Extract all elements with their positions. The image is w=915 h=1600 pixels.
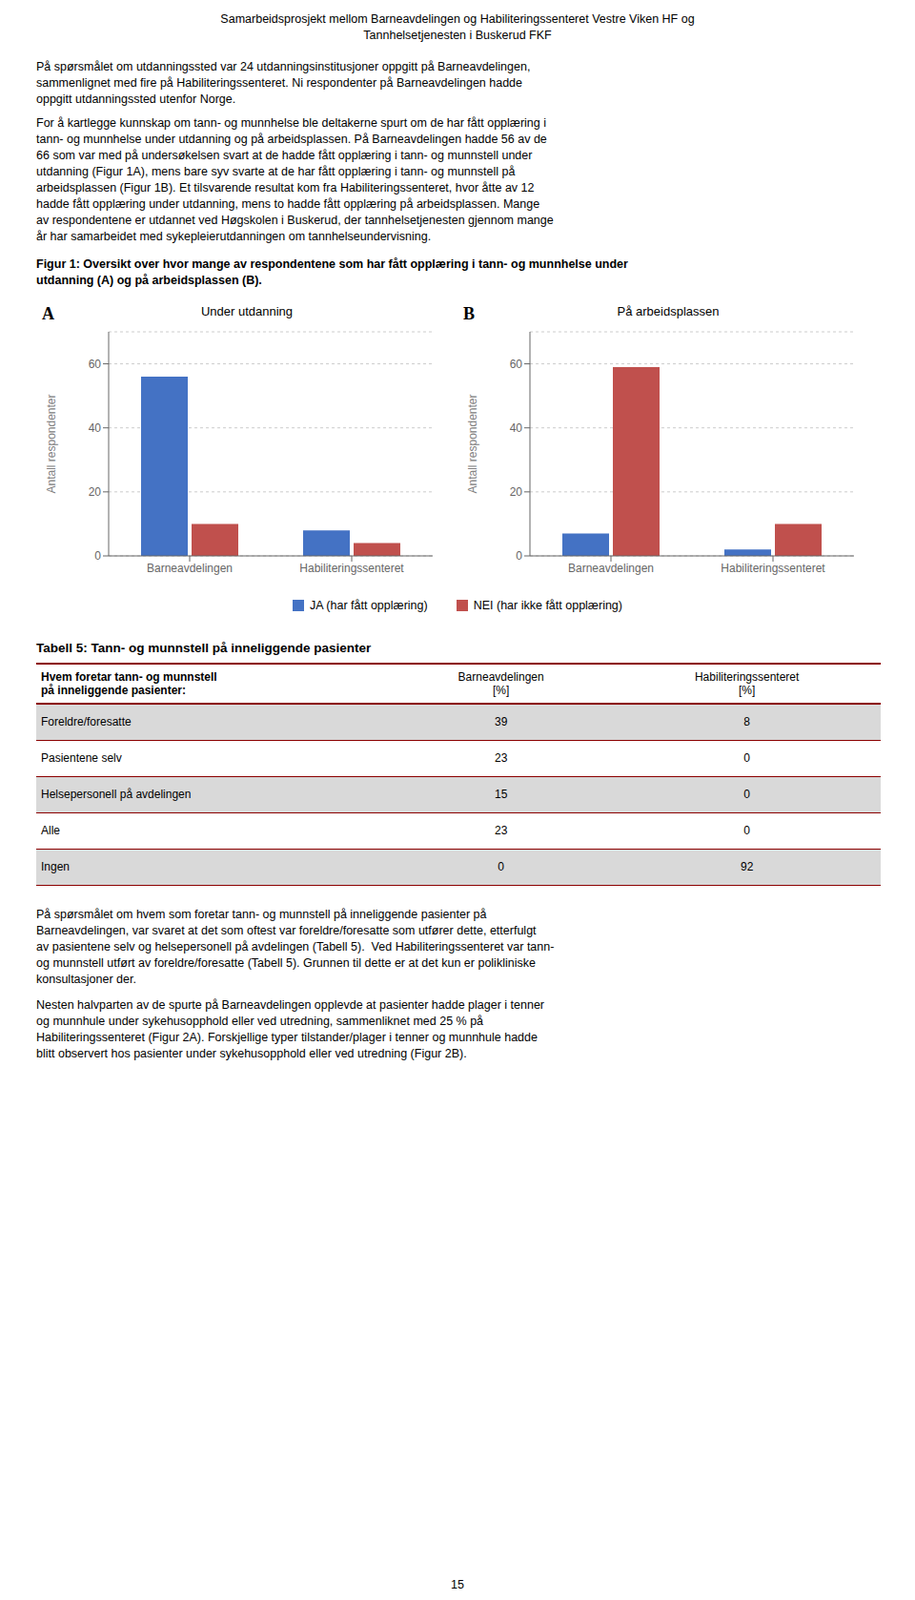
html-text:utdanning (Figur 1A), mens bar: utdanning (Figur 1A), mens bare syv svar… (36, 164, 516, 179)
html-text:Ingen: Ingen (40, 859, 70, 874)
svg-text:Antall respondenter: Antall respondenter (44, 393, 59, 493)
html-text:Barneavdelingen: Barneavdelingen (458, 670, 544, 684)
html-text:Tabell 5: Tann- og munnstell p: Tabell 5: Tann- og munnstell på inneligg… (36, 640, 372, 655)
html-text:hadde fått opplæring under utd: hadde fått opplæring under utdanning, me… (36, 197, 540, 211)
html-text:0: 0 (743, 787, 751, 801)
html-text:Nesten halvparten av de spurte: Nesten halvparten av de spurte på Barnea… (36, 997, 545, 1011)
html-text:Foreldre/foresatte: Foreldre/foresatte (40, 715, 132, 729)
html-text:På spørsmålet om hvem som fore: På spørsmålet om hvem som foretar tann- … (36, 906, 487, 921)
html-text:Pasientene selv: Pasientene selv (40, 751, 122, 765)
svg-text:Barneavdelingen: Barneavdelingen (146, 561, 233, 575)
html-text:sammenlignet med fire på Habil: sammenlignet med fire på Habiliteringsse… (36, 76, 523, 90)
svg-text:60: 60 (509, 357, 524, 371)
html-text:23: 23 (494, 751, 508, 765)
html-text:Tannhelsetjenesten i Buskerud: Tannhelsetjenesten i Buskerud FKF (363, 28, 552, 42)
html-text:39: 39 (494, 715, 508, 729)
html-text:JA (har fått opplæring): JA (har fått opplæring) (309, 598, 428, 612)
html-text:15: 15 (494, 787, 508, 801)
html-text:For å kartlegge kunnskap om ta: For å kartlegge kunnskap om tann- og mun… (36, 116, 547, 130)
html-text:Habiliteringssenteret (Figur 2: Habiliteringssenteret (Figur 2A). Forskj… (36, 1029, 538, 1044)
svg-text:Barneavdelingen: Barneavdelingen (568, 561, 654, 575)
html-text:NEI (har ikke fått opplæring): NEI (har ikke fått opplæring) (473, 598, 623, 612)
html-text:Barneavdelingen, var svaret at: Barneavdelingen, var svaret at det som o… (36, 923, 537, 937)
html-text:Habiliteringssenteret: Habiliteringssenteret (694, 670, 800, 684)
html-text:92: 92 (740, 859, 754, 874)
svg-text:0: 0 (515, 549, 523, 563)
html-text:konsultasjoner der.: konsultasjoner der. (36, 971, 137, 986)
html-text:A: A (41, 304, 55, 324)
html-text:8: 8 (743, 715, 751, 729)
html-text:23: 23 (494, 823, 508, 837)
html-text:66 som var med på undersøkelse: 66 som var med på undersøkelsen svart at… (36, 148, 533, 163)
html-text:0: 0 (743, 823, 751, 837)
html-text:utdanning (A) og på arbeidspla: utdanning (A) og på arbeidsplassen (B). (36, 273, 262, 287)
html-text:og munnstell utført av foreldr: og munnstell utført av foreldre/foresatt… (36, 955, 536, 969)
svg-text:20: 20 (88, 485, 102, 499)
html-text:på inneliggende pasienter:: på inneliggende pasienter: (40, 683, 186, 697)
svg-text:60: 60 (88, 357, 102, 371)
html-text:0: 0 (743, 751, 751, 765)
html-text:B: B (463, 304, 475, 324)
html-text:Samarbeidsprosjekt mellom Barn: Samarbeidsprosjekt mellom Barneavdelinge… (220, 12, 695, 26)
svg-text:0: 0 (94, 549, 102, 563)
svg-text:Habiliteringssenteret: Habiliteringssenteret (299, 561, 405, 575)
svg-text:20: 20 (509, 485, 524, 499)
html-text:tann- og munnhelse under utdan: tann- og munnhelse under utdanning og på… (36, 132, 547, 146)
svg-text:40: 40 (88, 421, 102, 435)
svg-text:Habiliteringssenteret: Habiliteringssenteret (720, 561, 826, 575)
html-text:0: 0 (497, 859, 505, 874)
html-text:15: 15 (450, 1577, 465, 1591)
svg-text:40: 40 (509, 421, 524, 435)
html-text:På arbeidsplassen: På arbeidsplassen (617, 304, 720, 319)
html-text:Hvem foretar tann- og munnstel: Hvem foretar tann- og munnstell (40, 670, 218, 684)
html-text:arbeidsplassen (Figur 1B). Et: arbeidsplassen (Figur 1B). Et tilsvarend… (36, 181, 535, 195)
html-text:oppgitt utdanningssted utenfor: oppgitt utdanningssted utenfor Norge. (36, 92, 236, 106)
html-text:og munnhule under sykehusoppho: og munnhule under sykehusopphold eller v… (36, 1013, 484, 1027)
html-text:av respondentene er utdannet v: av respondentene er utdannet ved Høgskol… (36, 213, 554, 227)
html-text:På spørsmålet om utdanningsste: På spørsmålet om utdanningssted var 24 u… (36, 60, 531, 74)
html-text:av pasientene selv og helseper: av pasientene selv og helsepersonell på … (36, 939, 555, 953)
html-text:Helsepersonell på avdelingen: Helsepersonell på avdelingen (40, 787, 192, 801)
html-text:Figur 1: Oversikt over hvor ma: Figur 1: Oversikt over hvor mange av res… (36, 257, 629, 271)
html-text:Under utdanning: Under utdanning (201, 304, 293, 319)
svg-text:Antall respondenter: Antall respondenter (466, 393, 480, 493)
html-text:Alle: Alle (40, 823, 61, 837)
html-text:blitt observert hos pasienter: blitt observert hos pasienter under syke… (36, 1046, 467, 1060)
html-text:år har samarbeidet med sykeple: år har samarbeidet med sykepleierutdanni… (36, 229, 432, 244)
